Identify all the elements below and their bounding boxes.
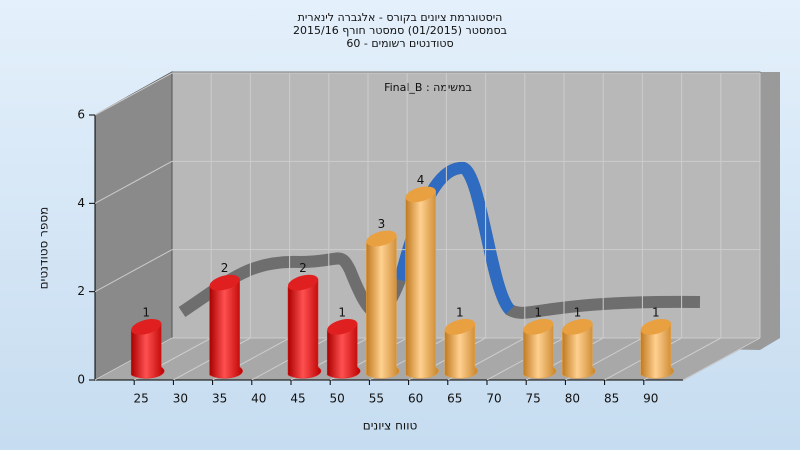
bar	[130, 322, 165, 379]
data-label: 1	[534, 305, 542, 319]
data-label: 4	[417, 173, 425, 187]
data-label: 3	[378, 217, 386, 231]
bar-top	[287, 274, 319, 291]
x-tick-label: 45	[290, 392, 305, 406]
x-axis-label: טווח ציונים	[363, 419, 418, 433]
bar-top	[562, 318, 593, 335]
data-label: 1	[574, 305, 582, 319]
data-label: 1	[456, 305, 464, 319]
bar-top	[523, 318, 554, 335]
x-tick-label: 85	[604, 392, 619, 406]
grid-line	[94, 160, 173, 204]
bar	[522, 322, 557, 379]
bar-top	[327, 318, 358, 335]
bar-top	[131, 318, 162, 335]
bar-top	[209, 274, 240, 291]
bar	[640, 322, 675, 379]
y-tick-label: 0	[77, 373, 85, 387]
bar	[444, 322, 479, 379]
chart-subtitle: בסמסטר (01/2015) סמסטר חורף 2015/16	[293, 24, 507, 37]
x-tick-label: 25	[134, 392, 149, 406]
x-tick-label: 35	[212, 392, 227, 406]
bar	[326, 322, 361, 379]
grid-line	[94, 249, 173, 293]
chart-title: היסטוגרמת ציונים בקורס - אלגברה לינארית	[298, 11, 503, 24]
data-label: 2	[299, 261, 307, 275]
x-tick-label: 55	[369, 392, 384, 406]
y-axis-label: מספר סטודנטים	[37, 207, 51, 290]
y-tick-label: 4	[77, 196, 85, 210]
bar-top	[640, 318, 671, 335]
x-tick-label: 30	[173, 392, 188, 406]
x-tick-label: 90	[643, 392, 658, 406]
x-tick-label: 65	[447, 392, 462, 406]
bar	[562, 322, 596, 379]
data-label: 1	[142, 305, 150, 319]
data-label: 2	[221, 261, 229, 275]
y-tick-label: 2	[77, 284, 85, 298]
bar-top	[405, 186, 436, 203]
x-tick-label: 75	[526, 392, 541, 406]
grid-line	[94, 72, 173, 116]
bar	[287, 278, 322, 379]
data-label: 1	[338, 305, 346, 319]
bar-top	[366, 230, 397, 247]
x-tick-label: 70	[486, 392, 501, 406]
annotation: Final_B : במשימה	[384, 81, 472, 94]
bar	[209, 278, 243, 379]
x-tick-label: 50	[330, 392, 345, 406]
bar	[366, 234, 400, 379]
x-tick-label: 80	[565, 392, 580, 406]
x-tick-label: 60	[408, 392, 423, 406]
bar-top	[444, 318, 475, 335]
chart-subtitle: סטודנטים רשומים - 60	[346, 37, 453, 50]
bar	[405, 190, 439, 379]
x-tick-label: 40	[251, 392, 266, 406]
grid-line-v	[682, 337, 761, 381]
y-tick-label: 6	[77, 108, 85, 122]
data-label: 1	[652, 305, 660, 319]
